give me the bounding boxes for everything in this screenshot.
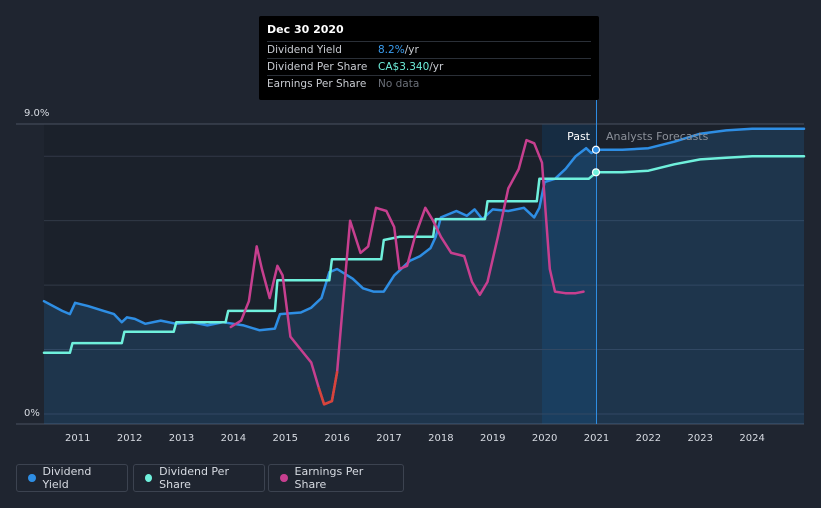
y-tick-max: 9.0%: [24, 108, 49, 119]
x-tick-label: 2015: [273, 433, 298, 444]
dividend-per-share-line: [42, 154, 806, 355]
x-tick-label: 2016: [324, 433, 349, 444]
x-tick-label: 2014: [221, 433, 246, 444]
x-tick-label: 2022: [636, 433, 661, 444]
legend-dividend-per-share[interactable]: Dividend Per Share: [133, 464, 265, 492]
dividend-yield-marker: [591, 145, 601, 154]
tooltip-value: 8.2%: [378, 44, 405, 56]
tooltip-label: Dividend Yield: [267, 44, 342, 56]
legend-label: Dividend Per Share: [159, 465, 229, 491]
tooltip-row-yield: Dividend Yield 8.2% /yr: [267, 41, 591, 58]
tooltip-unit: /yr: [404, 44, 419, 56]
tooltip-value: No data: [378, 78, 420, 90]
x-tick-label: 2018: [428, 433, 453, 444]
x-tick-label: 2020: [532, 433, 557, 444]
x-tick-label: 2023: [688, 433, 713, 444]
tooltip-row-eps: Earnings Per Share No data: [267, 75, 591, 92]
x-tick-label: 2012: [117, 433, 142, 444]
dividend-per-share-marker: [591, 168, 601, 177]
legend-label: Dividend Yield: [42, 465, 92, 491]
x-tick-label: 2019: [480, 433, 505, 444]
legend-dot-icon: [28, 474, 36, 482]
earnings-per-share-low-segment: [317, 370, 339, 406]
x-tick-label: 2013: [169, 433, 194, 444]
x-tick-label: 2017: [376, 433, 401, 444]
tooltip-label: Earnings Per Share: [267, 78, 367, 90]
y-tick-min: 0%: [24, 408, 40, 419]
past-label: Past: [567, 130, 591, 143]
tooltip-row-dps: Dividend Per Share CA$3.340 /yr: [267, 58, 591, 75]
legend-dot-icon: [280, 474, 288, 482]
dividend-yield-area: [44, 128, 804, 425]
legend-label: Earnings Per Share: [294, 465, 364, 491]
legend-earnings-per-share[interactable]: Earnings Per Share: [268, 464, 404, 492]
dividend-yield-line: [42, 127, 806, 332]
tooltip-label: Dividend Per Share: [267, 61, 368, 73]
forecast-label: Analysts Forecasts: [606, 130, 709, 143]
tooltip-date: Dec 30 2020: [267, 23, 344, 36]
legend-dividend-yield[interactable]: Dividend Yield: [16, 464, 128, 492]
tooltip-unit: /yr: [429, 61, 444, 73]
x-tick-label: 2011: [65, 433, 90, 444]
plot-background: [44, 124, 804, 424]
tooltip-value: CA$3.340: [378, 61, 430, 73]
legend-dot-icon: [145, 474, 153, 482]
earnings-per-share-line: [229, 138, 585, 406]
x-tick-label: 2024: [739, 433, 764, 444]
x-tick-label: 2021: [584, 433, 609, 444]
tooltip: Dec 30 2020 Dividend Yield 8.2% /yr Divi…: [259, 16, 599, 100]
